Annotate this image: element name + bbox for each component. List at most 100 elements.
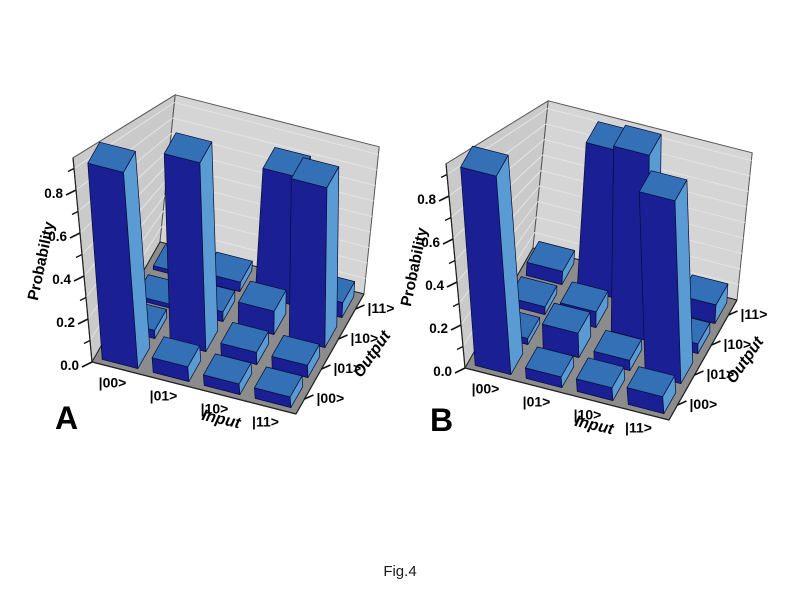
output-category-label: |10> [724,336,752,352]
input-category-label: |00> [472,381,500,397]
bar-b-input-10-output-00 [575,357,626,401]
bar-top-face [87,141,136,173]
z-axis-line [72,157,93,363]
bar-b-input-00-output-11 [525,241,575,285]
z-major-tick [454,367,466,374]
output-category-label: |01> [707,366,735,382]
z-minor-tick [440,173,448,179]
z-tick-label: 0.2 [429,321,448,336]
z-axis-line [445,163,466,369]
x-axis-title: Input [573,413,616,439]
bar-top-face [626,366,675,398]
output-category-label: |00> [317,390,345,406]
z-tick-label: 0.4 [425,278,444,293]
z-minor-tick [452,302,460,308]
output-category-label: |11> [741,306,768,322]
output-category-label: |01> [334,360,362,376]
input-category-label: |00> [99,375,127,391]
output-tick [694,370,704,376]
z-minor-tick [75,253,83,259]
output-category-label: |10> [351,330,379,346]
bar-top-face [163,132,213,164]
output-category-label: |11> [368,300,395,316]
output-tick [728,310,738,316]
z-major-tick [450,324,462,331]
z-axis-title: Probability [25,220,58,302]
output-tick [321,364,331,370]
bar-front-face [288,178,328,348]
output-axis-line [295,293,365,415]
output-axis-line [668,299,738,421]
z-tick-label: 0.0 [60,358,79,373]
bar-a-input-00-output-00 [87,141,151,369]
back-wall-gridline [172,117,377,171]
x-axis-title: Input [200,407,243,433]
z-major-tick [69,232,81,239]
bar-top-face [151,336,201,368]
bar-side-face [324,166,340,348]
z-major-tick [65,189,77,196]
bar-b-input-11-output-00 [626,366,677,414]
bar-top-face [613,124,662,156]
bar-b-input-11-output-01 [638,170,694,384]
z-major-tick [438,195,450,202]
bar-top-face [290,157,340,189]
z-minor-tick [79,296,87,302]
z-minor-tick [444,216,452,222]
z-tick-label: 0.8 [417,192,436,207]
z-tick-label: 0.8 [44,186,63,201]
input-category-label: |10> [574,407,602,423]
bar-top-face [525,346,574,378]
panel-b-chart: 0.0 0.2 0.4 0.6 0.8 |00> |01> |10> |11> |00> |01> |… [398,100,768,439]
bar-a-input-01-output-00 [151,336,202,382]
bar-top-face [638,170,688,202]
z-major-tick [442,238,454,245]
panel-letter-b: B [430,402,453,438]
output-tick [338,334,348,340]
z-tick-label: 0.6 [48,229,67,244]
bar-a-input-10-output-00 [203,353,253,395]
z-minor-tick [83,339,91,345]
z-tick-label: 0.2 [56,315,75,330]
output-tick [355,304,365,310]
bar-top-face [593,329,642,361]
bar-front-face [163,153,207,352]
z-tick-label: 0.6 [421,235,440,250]
z-minor-tick [67,167,75,173]
bar-a-input-11-output-01 [271,334,321,378]
panel-letter-a: A [55,400,78,436]
bar-a-input-11-output-10 [288,157,340,348]
input-category-label: |11> [252,414,279,430]
bar-top-face [238,280,287,312]
output-tick [677,400,687,406]
input-category-label: |11> [625,420,652,436]
figure-caption: Fig.4 [383,563,417,580]
z-major-tick [77,318,89,325]
bar-top-face [460,145,509,177]
bar-b-input-01-output-01 [542,302,592,358]
bar-b-input-00-output-10 [508,276,558,315]
input-category-label: |10> [201,401,229,417]
bar-top-face [254,366,303,398]
bar-b-input-00-output-00 [460,145,524,375]
bar-top-face [526,241,575,272]
bar-a-input-11-output-00 [254,366,304,408]
z-tick-label: 0.0 [433,364,452,379]
input-category-label: |01> [150,388,178,404]
bar-top-face [203,353,252,385]
bar-a-input-10-output-01 [220,321,270,365]
z-major-tick [81,361,93,368]
input-axis-line [91,361,297,415]
back-wall-gridline [174,102,379,155]
z-minor-tick [448,259,456,265]
bar-b-input-01-output-00 [525,346,575,388]
bar-top-face [220,321,269,353]
output-tick [304,394,314,400]
z-minor-tick [456,345,464,351]
z-major-tick [73,275,85,282]
input-axis-line [464,367,670,421]
input-category-label: |01> [523,394,551,410]
bar-top-face [575,357,625,389]
